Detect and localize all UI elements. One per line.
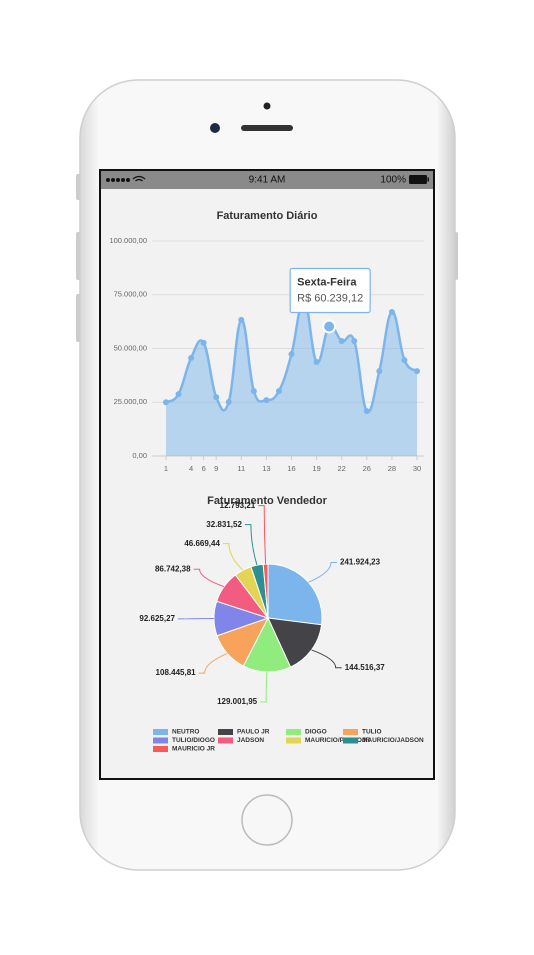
legend-label: JADSON	[237, 737, 264, 744]
point	[351, 338, 357, 344]
speaker-dot	[264, 103, 271, 110]
legend-label: MAURICIO JR	[172, 746, 215, 753]
legend-label: MAURICIO/JADSON	[362, 737, 424, 744]
data-label: 46.669,44	[184, 539, 220, 548]
point	[163, 399, 169, 405]
data-label: 92.625,27	[139, 614, 175, 623]
y-tick-label: 75.000,00	[114, 290, 147, 299]
camera	[210, 123, 220, 133]
data-label: 144.516,37	[345, 663, 386, 672]
y-tick-label: 25.000,00	[114, 397, 147, 406]
point	[414, 368, 420, 374]
legend-swatch	[218, 738, 233, 744]
x-tick-label: 6	[202, 464, 206, 473]
data-label: 129.001,95	[217, 697, 258, 706]
point	[364, 408, 370, 414]
x-tick-label: 28	[388, 464, 396, 473]
legend-label: TULIO	[362, 729, 382, 736]
legend-swatch	[153, 746, 168, 752]
x-tick-label: 4	[189, 464, 193, 473]
tooltip	[290, 268, 370, 312]
point	[389, 309, 395, 315]
point	[263, 397, 269, 403]
point	[314, 359, 320, 365]
x-tick-label: 30	[413, 464, 421, 473]
x-tick-label: 9	[214, 464, 218, 473]
chart-title: Faturamento Diário	[217, 210, 318, 222]
point	[289, 351, 295, 357]
data-label: 12.793,21	[220, 501, 256, 510]
point	[213, 394, 219, 400]
legend-label: TULIO/DIOGO	[172, 737, 215, 744]
point	[376, 368, 382, 374]
legend-swatch	[343, 729, 358, 735]
battery-tip	[428, 178, 430, 182]
data-label: 241.924,23	[340, 558, 381, 567]
point	[201, 340, 207, 346]
point	[401, 357, 407, 363]
point	[339, 338, 345, 344]
x-tick-label: 19	[312, 464, 320, 473]
x-tick-label: 22	[338, 464, 346, 473]
battery-icon	[409, 175, 427, 184]
tooltip-title: Sexta-Feira	[297, 276, 357, 288]
legend-label: NEUTRO	[172, 729, 199, 736]
legend-swatch	[286, 738, 301, 744]
x-tick-label: 26	[363, 464, 371, 473]
point	[276, 388, 282, 394]
data-label: 32.831,52	[206, 520, 242, 529]
x-tick-label: 13	[262, 464, 270, 473]
tooltip-value: R$ 60.239,12	[297, 292, 363, 304]
point	[176, 391, 182, 397]
legend-label: MAURICIO/PAULOJR	[305, 737, 371, 744]
y-tick-label: 0,00	[132, 451, 147, 460]
data-label: 108.445,81	[156, 668, 197, 677]
x-tick-label: 16	[287, 464, 295, 473]
hover-point	[323, 320, 335, 332]
legend-swatch	[286, 729, 301, 735]
point	[238, 317, 244, 323]
x-tick-label: 1	[164, 464, 168, 473]
legend-label: PAULO JR	[237, 729, 270, 736]
point	[188, 355, 194, 361]
battery-percent: 100%	[380, 175, 406, 186]
point	[226, 399, 232, 405]
home-button[interactable]	[242, 795, 292, 845]
status-time: 9:41 AM	[249, 175, 286, 186]
screen	[101, 171, 433, 778]
y-tick-label: 100.000,00	[109, 236, 147, 245]
point	[251, 388, 257, 394]
earpiece	[241, 125, 293, 131]
x-tick-label: 11	[237, 464, 245, 473]
legend-swatch	[153, 729, 168, 735]
legend-swatch	[153, 738, 168, 744]
data-label: 86.742,38	[155, 564, 191, 573]
legend-swatch	[343, 738, 358, 744]
legend-swatch	[218, 729, 233, 735]
y-tick-label: 50.000,00	[114, 343, 147, 352]
legend-label: DIOGO	[305, 729, 327, 736]
